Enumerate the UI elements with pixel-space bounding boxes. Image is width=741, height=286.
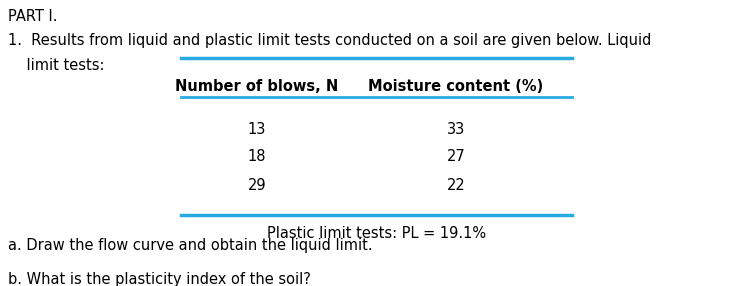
Text: 13: 13 [247,122,266,136]
Text: Moisture content (%): Moisture content (%) [368,79,543,94]
Text: PART I.: PART I. [8,9,58,24]
Text: Number of blows, N: Number of blows, N [175,79,339,94]
Text: 29: 29 [247,178,266,193]
Text: 18: 18 [247,149,266,164]
Text: 1.  Results from liquid and plastic limit tests conducted on a soil are given be: 1. Results from liquid and plastic limit… [8,33,651,48]
Text: a. Draw the flow curve and obtain the liquid limit.: a. Draw the flow curve and obtain the li… [8,238,373,253]
Text: Plastic limit tests: PL = 19.1%: Plastic limit tests: PL = 19.1% [267,227,486,241]
Text: b. What is the plasticity index of the soil?: b. What is the plasticity index of the s… [8,272,311,286]
Text: 33: 33 [447,122,465,136]
Text: 27: 27 [446,149,465,164]
Text: 22: 22 [446,178,465,193]
Text: limit tests:: limit tests: [8,58,104,73]
